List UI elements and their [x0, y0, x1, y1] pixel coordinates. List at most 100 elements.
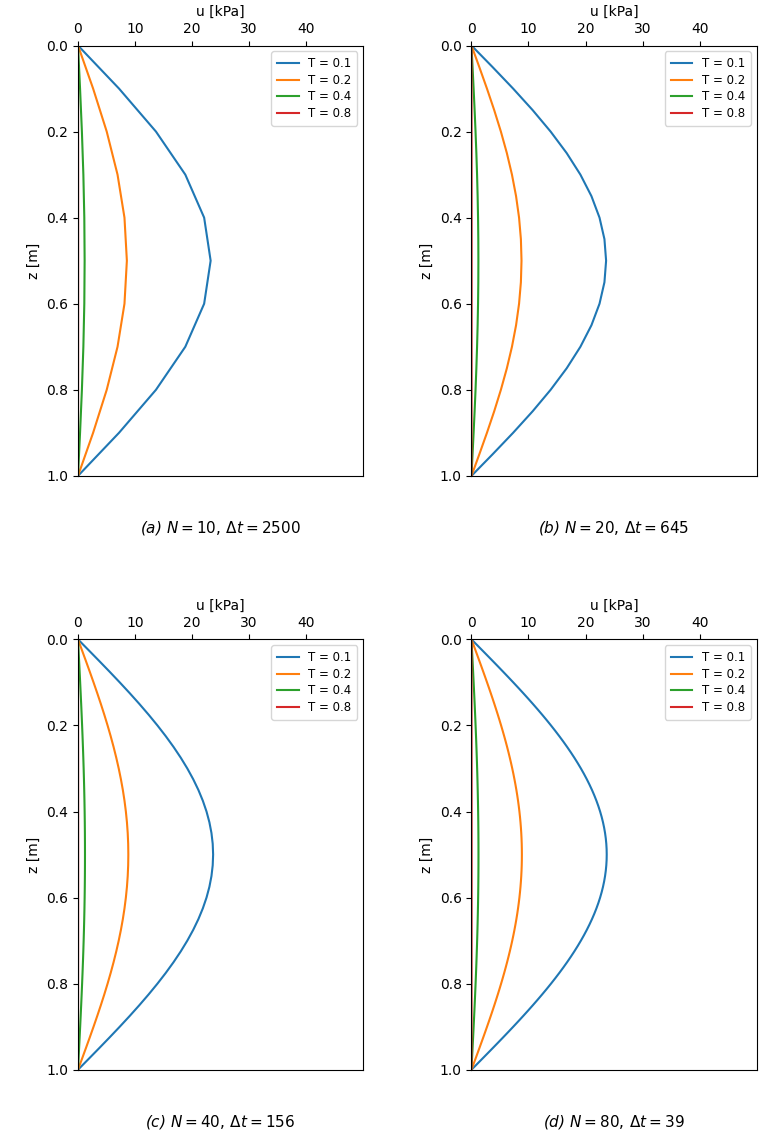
T = 0.1 [542, 982, 551, 996]
T = 0.2 [93, 686, 102, 700]
T = 0.2 [116, 923, 126, 937]
Legend: T = 0.1, T = 0.2, T = 0.4, T = 0.8: T = 0.1, T = 0.2, T = 0.4, T = 0.8 [665, 645, 750, 719]
T = 0.2 [118, 783, 127, 797]
T = 0.2 [118, 913, 127, 926]
T = 0.8 [73, 1009, 83, 1023]
Legend: T = 0.1, T = 0.2, T = 0.4, T = 0.8: T = 0.1, T = 0.2, T = 0.4, T = 0.8 [271, 645, 357, 719]
T = 0.4 [473, 211, 483, 224]
T = 0.1 [176, 751, 186, 765]
T = 0.2 [116, 773, 126, 786]
T = 0.4 [80, 848, 90, 861]
T = 0.1 [153, 718, 162, 732]
T = 0.1 [207, 826, 216, 840]
T = 0.1 [161, 729, 171, 743]
T = 0.2 [120, 211, 129, 224]
T = 0.2 [103, 718, 112, 732]
T = 0.2 [123, 836, 133, 850]
T = 0.4 [73, 1063, 83, 1077]
T = 0.2 [502, 147, 512, 160]
T = 0.1 [576, 340, 585, 354]
T = 0.2 [121, 805, 130, 818]
T = 0.1 [144, 708, 154, 721]
T = 0.2 [120, 297, 129, 311]
T = 0.2 [73, 469, 83, 483]
T = 0.2 [73, 39, 83, 52]
Legend: T = 0.1, T = 0.2, T = 0.4, T = 0.8: T = 0.1, T = 0.2, T = 0.4, T = 0.8 [271, 51, 357, 126]
T = 0.8 [73, 676, 83, 690]
T = 0.8 [467, 147, 477, 160]
T = 0.4 [470, 982, 480, 996]
T = 0.8 [467, 982, 477, 996]
T = 0.4 [75, 665, 84, 678]
T = 0.1 [523, 1004, 533, 1017]
T = 0.8 [73, 751, 83, 765]
T = 0.2 [113, 340, 122, 354]
T = 0.8 [466, 1063, 476, 1077]
T = 0.2 [466, 469, 476, 483]
T = 0.2 [89, 1020, 98, 1033]
Text: (d) $N = 80,\, \Delta t = 39$: (d) $N = 80,\, \Delta t = 39$ [543, 1113, 685, 1131]
T = 0.2 [81, 654, 90, 668]
T = 0.4 [473, 319, 482, 332]
T = 0.1 [466, 469, 476, 483]
T = 0.1 [73, 39, 83, 52]
T = 0.8 [73, 794, 83, 808]
Y-axis label: z [m]: z [m] [420, 836, 434, 873]
T = 0.1 [151, 384, 161, 397]
T = 0.2 [514, 297, 523, 311]
T = 0.4 [473, 189, 482, 203]
Y-axis label: z [m]: z [m] [27, 836, 41, 873]
T = 0.4 [473, 167, 482, 181]
T = 0.2 [96, 998, 105, 1012]
T = 0.8 [73, 686, 83, 700]
T = 0.8 [467, 167, 477, 181]
T = 0.4 [79, 945, 88, 958]
Legend: T = 0.1, T = 0.2, T = 0.4, T = 0.8: T = 0.1, T = 0.2, T = 0.4, T = 0.8 [665, 51, 750, 126]
T = 0.2 [496, 125, 505, 139]
T = 0.4 [80, 773, 89, 786]
T = 0.2 [466, 39, 476, 52]
Text: (b) $N = 20,\, \Delta t = 645$: (b) $N = 20,\, \Delta t = 645$ [538, 519, 690, 537]
T = 0.2 [514, 211, 523, 224]
T = 0.2 [81, 1041, 90, 1055]
T = 0.2 [504, 950, 513, 964]
T = 0.2 [113, 167, 122, 181]
T = 0.4 [78, 740, 87, 753]
T = 0.1 [193, 783, 203, 797]
T = 0.4 [473, 254, 483, 267]
T = 0.2 [490, 404, 499, 418]
T = 0.4 [468, 60, 477, 74]
T = 0.4 [76, 1020, 85, 1033]
T = 0.1 [466, 633, 476, 646]
T = 0.2 [488, 1004, 498, 1017]
T = 0.4 [80, 869, 90, 883]
T = 0.1 [528, 104, 537, 117]
T = 0.8 [466, 447, 476, 461]
T = 0.4 [79, 340, 88, 354]
T = 0.8 [467, 319, 477, 332]
T = 0.2 [123, 826, 133, 840]
T = 0.8 [73, 729, 83, 743]
T = 0.8 [73, 816, 83, 830]
T = 0.4 [468, 447, 477, 461]
X-axis label: u [kPa]: u [kPa] [197, 599, 245, 613]
T = 0.2 [123, 869, 133, 883]
T = 0.8 [467, 340, 477, 354]
T = 0.4 [80, 836, 90, 850]
T = 0.8 [467, 104, 477, 117]
T = 0.8 [73, 955, 83, 968]
T = 0.2 [466, 1063, 476, 1077]
T = 0.4 [74, 1041, 83, 1055]
T = 0.2 [466, 633, 476, 646]
T = 0.2 [122, 816, 132, 830]
T = 0.1 [509, 82, 518, 96]
T = 0.4 [80, 211, 89, 224]
T = 0.4 [469, 426, 478, 439]
Line: T = 0.4: T = 0.4 [78, 46, 85, 476]
T = 0.4 [471, 125, 480, 139]
T = 0.2 [120, 794, 129, 808]
T = 0.4 [473, 297, 483, 311]
T = 0.4 [73, 39, 83, 52]
T = 0.8 [467, 211, 477, 224]
T = 0.8 [73, 1041, 83, 1055]
